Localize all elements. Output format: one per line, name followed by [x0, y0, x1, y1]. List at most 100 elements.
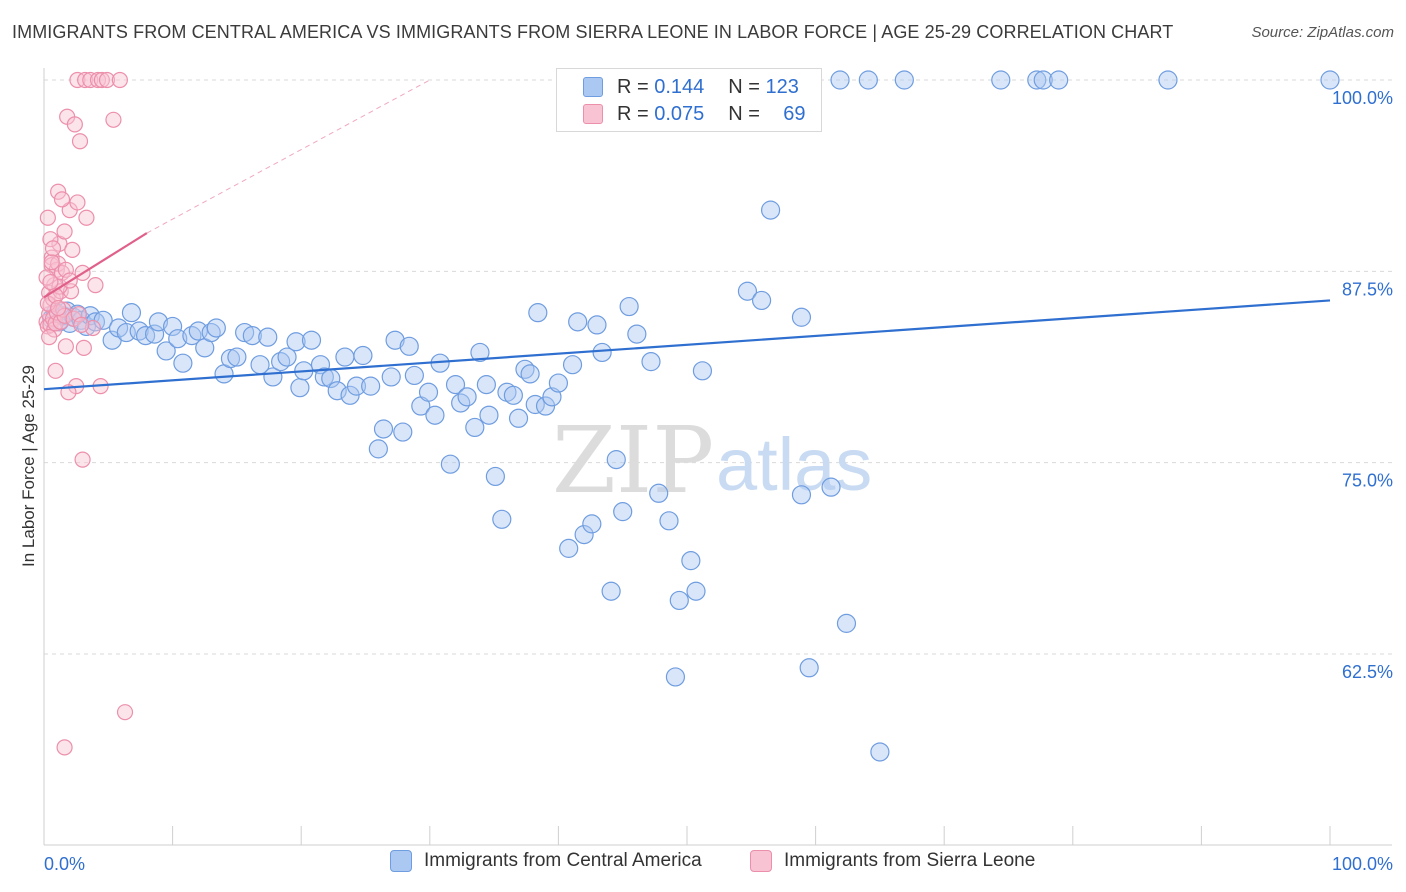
point-central-america [1158, 70, 1178, 90]
watermark-zip: ZIP [552, 407, 714, 514]
watermark: ZIP atlas [552, 407, 872, 514]
point-central-america [665, 667, 686, 687]
legend-swatch-central-america [583, 77, 603, 97]
point-central-america [991, 70, 1011, 90]
legend-n-value: 69 [783, 102, 806, 125]
point-central-america [121, 303, 142, 323]
point-central-america [1027, 70, 1047, 90]
chart-title: IMMIGRANTS FROM CENTRAL AMERICA VS IMMIG… [12, 22, 1174, 42]
point-central-america [301, 330, 322, 350]
series-label: Immigrants from Central America [424, 850, 702, 871]
point-central-america [173, 353, 193, 373]
x-tick-label: 100.0% [1332, 854, 1393, 874]
x-tick-label: 0.0% [44, 854, 85, 874]
point-central-america [1049, 70, 1069, 90]
point-central-america [335, 347, 355, 367]
point-central-america [649, 483, 669, 503]
trend-line-central-america [43, 299, 1331, 391]
point-central-america [479, 405, 499, 425]
point-central-america [587, 315, 607, 335]
point-sierra-leone [50, 183, 67, 200]
point-central-america [76, 316, 97, 337]
axes [43, 68, 1392, 846]
legend-n-value: 123 [765, 75, 799, 98]
y-tick-label: 87.5% [1342, 279, 1393, 299]
point-sierra-leone [53, 191, 71, 208]
point-sierra-leone [47, 362, 64, 379]
point-central-america [220, 348, 241, 369]
point-central-america [206, 318, 226, 338]
point-central-america [613, 502, 633, 522]
series-legend-sierra-leone[interactable]: Immigrants from Sierra Leone [750, 850, 1035, 872]
series-label: Immigrants from Sierra Leone [784, 850, 1036, 871]
legend-row-sierra-leone: R = 0.075 N = 69 [583, 101, 806, 127]
point-sierra-leone [87, 277, 104, 294]
point-central-america [163, 316, 183, 337]
point-sierra-leone [66, 116, 83, 133]
point-central-america [381, 367, 401, 387]
point-sierra-leone [93, 71, 110, 89]
point-central-america [361, 376, 381, 396]
point-central-america [562, 355, 583, 375]
point-central-america [641, 352, 661, 372]
point-central-america [235, 322, 255, 343]
series-legend-central-america[interactable]: Immigrants from Central America [390, 850, 702, 872]
point-sierra-leone [116, 704, 134, 721]
point-central-america [393, 422, 413, 442]
point-central-america [445, 375, 466, 395]
point-central-america [894, 70, 914, 90]
point-central-america [503, 385, 523, 405]
point-sierra-leone [78, 209, 95, 226]
point-central-america [858, 70, 878, 90]
point-sierra-leone [42, 231, 59, 248]
grid-lines [44, 79, 1392, 655]
point-central-america [156, 341, 176, 361]
point-central-america [692, 361, 713, 381]
point-central-america [737, 281, 758, 301]
point-central-america [368, 439, 388, 459]
point-sierra-leone [56, 223, 73, 240]
point-central-america [601, 581, 621, 601]
series-swatch-sierra-leone [750, 850, 772, 872]
point-central-america [627, 324, 647, 344]
point-central-america [353, 345, 373, 366]
point-central-america [669, 590, 689, 611]
point-sierra-leone [69, 194, 86, 211]
legend-r-value: 0.144 [654, 75, 705, 98]
point-central-america [836, 613, 857, 633]
point-central-america [227, 347, 247, 367]
point-central-america [559, 538, 579, 558]
point-central-america [327, 381, 347, 401]
point-central-america [425, 405, 445, 425]
legend-r-label: R = [617, 102, 649, 125]
legend-r-label: R = [617, 75, 649, 98]
legend-row-central-america: R = 0.144 N = 123 [583, 74, 799, 100]
point-sierra-leone [71, 133, 89, 150]
point-sierra-leone [105, 111, 122, 128]
y-axis-label: In Labor Force | Age 25-29 [19, 365, 38, 567]
point-central-america [606, 450, 626, 470]
point-central-america [568, 312, 588, 332]
point-central-america [686, 581, 706, 601]
tick-labels: 62.5% 75.0% 87.5% 100.0% 0.0% 100.0% [44, 88, 1393, 874]
point-sierra-leone [77, 71, 94, 89]
point-sierra-leone [75, 339, 92, 356]
point-central-america [681, 551, 701, 571]
point-central-america [144, 324, 165, 344]
point-central-america [404, 365, 424, 386]
point-sierra-leone [43, 254, 60, 271]
point-central-america [258, 327, 278, 347]
point-central-america [528, 303, 548, 323]
point-sierra-leone [50, 299, 67, 317]
point-central-america [592, 342, 612, 363]
point-sierra-leone [89, 71, 107, 89]
point-central-america [440, 454, 460, 474]
point-central-america [659, 511, 679, 531]
point-central-america [548, 373, 569, 393]
point-central-america [314, 367, 334, 387]
point-sierra-leone [41, 329, 58, 346]
point-central-america [791, 485, 812, 505]
legend-r-value: 0.075 [654, 102, 705, 125]
point-sierra-leone [74, 451, 91, 468]
